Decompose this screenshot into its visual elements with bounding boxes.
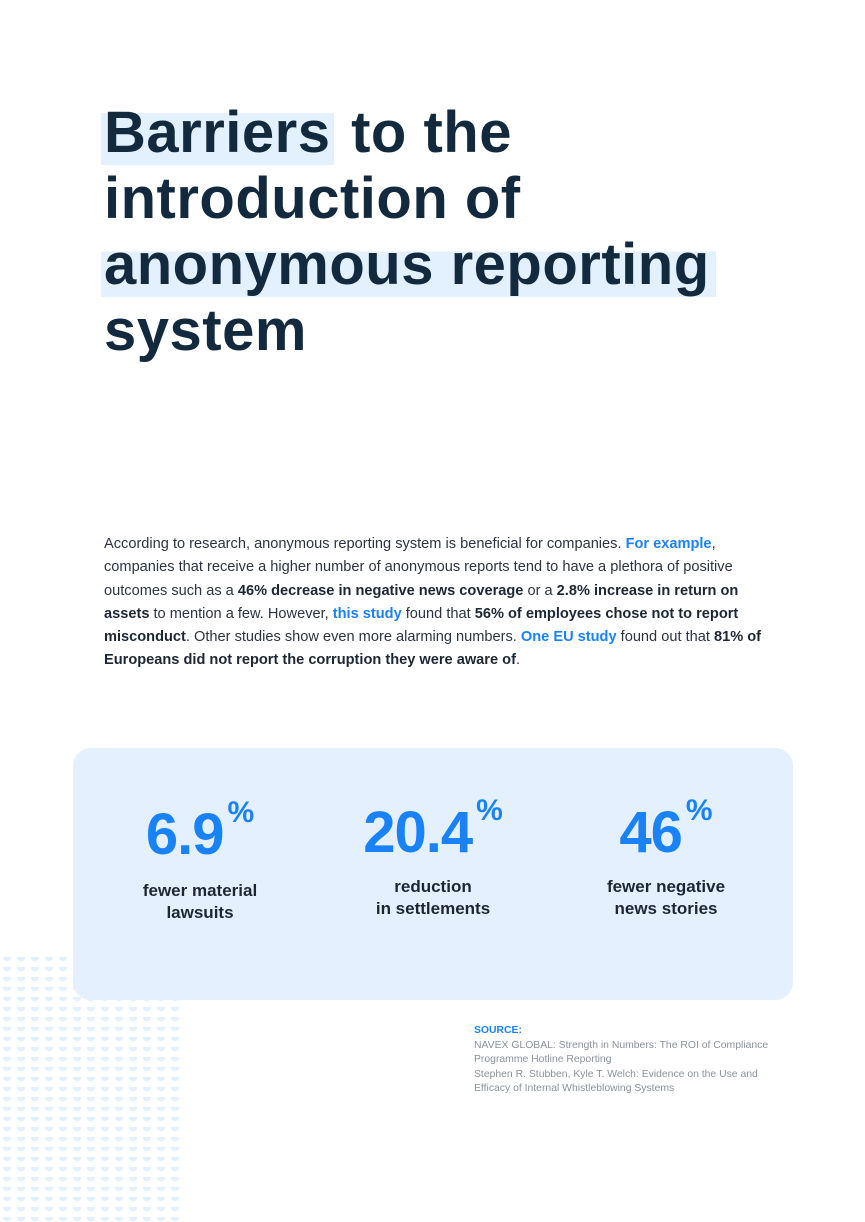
text: . Other studies show even more alarming … (185, 629, 521, 646)
stat-unit: % (227, 796, 255, 829)
stat-settlements: 20.4% reduction in settlements (323, 794, 543, 920)
title-text: system (104, 298, 307, 363)
stat-label: reduction (394, 877, 472, 896)
title-text: to the (334, 100, 512, 165)
source-notes: SOURCE: NAVEX GLOBAL: Strength in Number… (474, 1024, 774, 1097)
source-reference: Stephen R. Stubben, Kyle T. Welch: Evide… (474, 1068, 758, 1095)
link-this-study[interactable]: this study (332, 605, 402, 622)
source-heading: SOURCE: (474, 1025, 522, 1036)
link-for-example[interactable]: For example (625, 536, 712, 552)
stat-value: 46 (619, 800, 683, 865)
bold-text: 81% of Europeans did not report the corr… (104, 629, 762, 669)
text: or a (523, 582, 557, 599)
bold-text: 46% decrease in negative news coverage (237, 582, 524, 599)
stat-label: fewer material (142, 881, 258, 900)
stats-card: 6.9% fewer material lawsuits 20.4% reduct… (73, 748, 793, 1000)
stat-label: fewer negative (606, 877, 726, 896)
text: found that (401, 605, 475, 622)
stat-news: 46% fewer negative news stories (556, 794, 776, 920)
stat-lawsuits: 6.9% fewer material lawsuits (90, 796, 310, 924)
stat-value: 6.9 (145, 802, 225, 867)
stat-label: lawsuits (166, 903, 234, 922)
stat-label: in settlements (375, 899, 491, 918)
title-highlight: anonymous reporting (101, 232, 716, 297)
title-highlight: Barriers (101, 100, 335, 165)
intro-paragraph: According to research, anonymous reporti… (104, 533, 769, 673)
stat-unit: % (476, 794, 503, 827)
text: According to research, anonymous reporti… (104, 536, 626, 552)
text: . (515, 652, 520, 669)
text: , companies that receive a higher number… (104, 536, 733, 599)
source-reference: NAVEX GLOBAL: Strength in Numbers: The R… (474, 1039, 769, 1066)
stat-unit: % (685, 794, 713, 827)
page-title: Barriers to the introduction of anonymous … (101, 100, 804, 364)
link-eu-study[interactable]: One EU study (520, 629, 617, 646)
title-text: introduction of (104, 166, 521, 231)
stat-value: 20.4 (363, 800, 473, 865)
bold-text: 56% of employees chose not to report mis… (104, 605, 739, 646)
text: to mention a few. However, (149, 605, 333, 622)
text: found out that (616, 629, 714, 646)
bold-text: 2.8% increase in return on assets (104, 582, 739, 622)
stat-label: news stories (614, 899, 718, 918)
